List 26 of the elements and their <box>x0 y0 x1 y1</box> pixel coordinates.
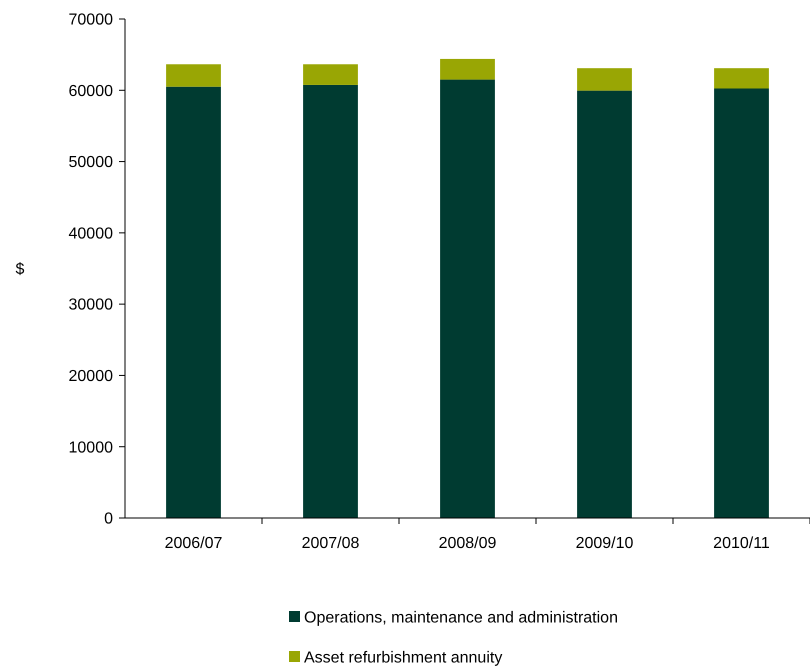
y-tick-label: 50000 <box>68 154 114 172</box>
y-axis-title: $ <box>16 261 25 278</box>
bar <box>303 84 358 518</box>
x-tick-label: 2008/09 <box>438 535 497 552</box>
bar <box>714 88 769 518</box>
x-tick-label: 2006/07 <box>164 535 223 552</box>
bar <box>166 64 221 87</box>
y-tick-label: 30000 <box>68 296 114 314</box>
bar <box>440 58 495 80</box>
bar <box>714 68 769 89</box>
legend-label: Operations, maintenance and administration <box>304 610 618 627</box>
bar <box>577 68 632 91</box>
y-tick-label: 70000 <box>68 12 114 29</box>
legend-label: Asset refurbishment annuity <box>304 650 502 667</box>
bar <box>440 80 495 518</box>
bar <box>577 90 632 518</box>
y-tick-label: 10000 <box>68 439 114 456</box>
x-tick-label: 2009/10 <box>576 535 634 552</box>
y-tick-label: 40000 <box>68 225 114 242</box>
bar <box>303 64 358 85</box>
y-tick-label: 20000 <box>68 368 114 386</box>
bar <box>166 86 221 518</box>
x-tick-label: 2007/08 <box>302 535 360 552</box>
y-tick-label: 60000 <box>68 82 114 100</box>
x-tick-label: 2010/11 <box>713 535 770 552</box>
y-tick-label: 0 <box>104 510 114 528</box>
